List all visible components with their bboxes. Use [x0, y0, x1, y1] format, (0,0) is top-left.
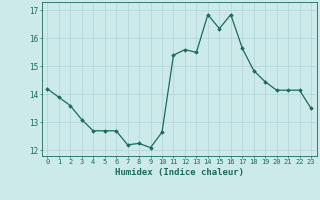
X-axis label: Humidex (Indice chaleur): Humidex (Indice chaleur): [115, 168, 244, 177]
